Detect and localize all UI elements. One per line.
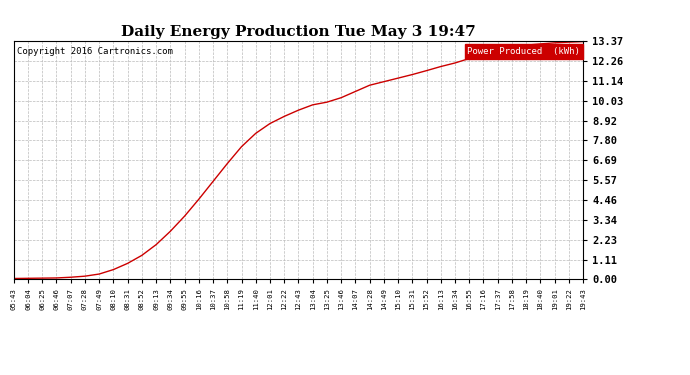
Text: Copyright 2016 Cartronics.com: Copyright 2016 Cartronics.com xyxy=(17,47,172,56)
Text: Power Produced  (kWh): Power Produced (kWh) xyxy=(467,47,580,56)
Title: Daily Energy Production Tue May 3 19:47: Daily Energy Production Tue May 3 19:47 xyxy=(121,25,476,39)
